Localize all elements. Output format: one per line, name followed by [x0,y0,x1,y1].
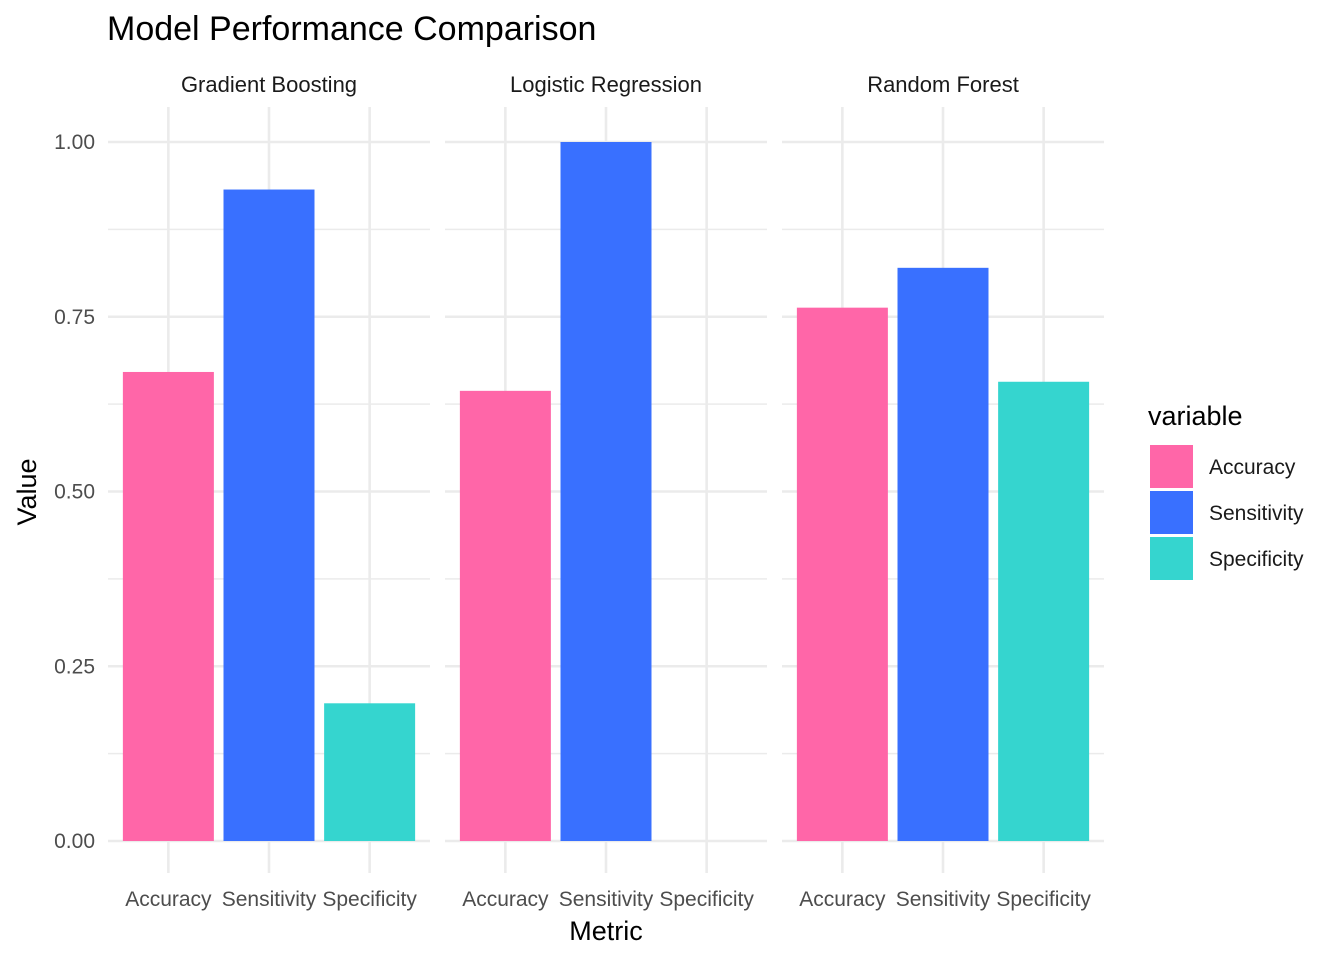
legend-title: variable [1148,401,1243,431]
chart-title: Model Performance Comparison [107,10,596,48]
facet-panel: Gradient Boosting Accuracy Sensitivity Spec… [108,72,430,911]
x-tick-label: Accuracy [799,888,886,911]
bar-accuracy [796,307,888,842]
y-tick-label: 1.00 [54,131,95,154]
legend: variable Accuracy Sensitivity Specificity [1148,401,1304,580]
bar-accuracy [122,371,214,841]
legend-swatch-accuracy [1150,445,1193,488]
x-tick-label: Sensitivity [559,888,654,911]
y-tick-label: 0.75 [54,306,95,329]
x-tick-label: Accuracy [462,888,549,911]
x-tick-label: Sensitivity [222,888,317,911]
facet-strip-label: Logistic Regression [510,72,702,97]
y-tick-label: 0.50 [54,481,95,504]
x-tick-label: Accuracy [125,888,212,911]
legend-swatch-sensitivity [1150,491,1193,534]
legend-label: Accuracy [1209,456,1296,479]
facet-panel: Logistic Regression Accuracy Sensitivity Sp… [445,72,767,911]
legend-swatch-specificity [1150,537,1193,580]
y-axis-title: Value [12,458,42,525]
facet-strip-label: Gradient Boosting [181,72,357,97]
bar-specificity [998,381,1090,841]
legend-label: Sensitivity [1209,502,1304,525]
x-tick-label: Specificity [996,888,1091,911]
y-tick-label: 0.25 [54,655,95,678]
bar-specificity [324,703,416,841]
bar-sensitivity [560,142,652,841]
facet-panel: Random Forest Accuracy Sensitivity Specific… [782,72,1104,911]
legend-label: Specificity [1209,548,1304,571]
y-tick-label: 0.00 [54,830,95,853]
bar-accuracy [459,390,551,841]
x-axis-title: Metric [569,916,643,946]
facet-strip-label: Random Forest [867,72,1019,97]
x-tick-label: Sensitivity [896,888,991,911]
bar-sensitivity [223,189,315,842]
x-tick-label: Specificity [322,888,417,911]
bar-sensitivity [897,267,989,841]
x-tick-label: Specificity [659,888,754,911]
